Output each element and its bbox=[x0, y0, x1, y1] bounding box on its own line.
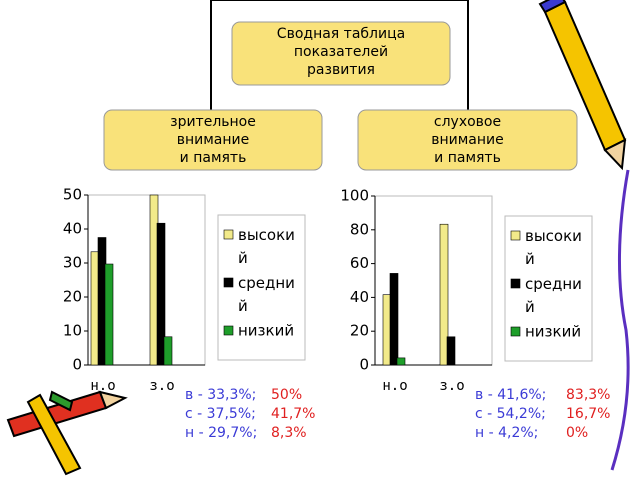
note-prefix: с - 37,5%; bbox=[185, 406, 256, 422]
y-tick-label: 20 bbox=[350, 322, 369, 340]
note-value: 41,7% bbox=[271, 406, 315, 422]
diagram-box bbox=[357, 109, 578, 171]
note-value: 0% bbox=[566, 425, 588, 441]
y-tick-label: 80 bbox=[350, 220, 369, 238]
bar bbox=[156, 222, 166, 366]
legend-label: средни й bbox=[238, 274, 295, 315]
legend-swatch bbox=[223, 229, 234, 240]
y-tick-label: 50 bbox=[63, 186, 82, 204]
note-value: 16,7% bbox=[566, 406, 610, 422]
box-text: зрительное bbox=[170, 114, 256, 130]
note-prefix: н - 29,7%; bbox=[185, 425, 257, 441]
pencils-left bbox=[6, 390, 128, 476]
legend-label: высоки й bbox=[238, 226, 295, 267]
x-tick-label: н.о bbox=[90, 378, 115, 394]
box-text: и память bbox=[180, 150, 247, 166]
y-tick-label: 20 bbox=[63, 288, 82, 306]
box-text: Сводная таблица bbox=[277, 26, 405, 42]
y-tick-label: 0 bbox=[72, 356, 82, 374]
bar bbox=[439, 223, 449, 366]
bar bbox=[446, 336, 456, 366]
diagram-box bbox=[103, 109, 323, 171]
box-text: и память bbox=[434, 150, 501, 166]
note-prefix: с - 54,2%; bbox=[475, 406, 546, 422]
y-tick-label: 60 bbox=[350, 254, 369, 272]
bar bbox=[163, 336, 173, 366]
bar bbox=[396, 357, 406, 366]
connector-frame bbox=[210, 0, 469, 112]
legend-label: средни й bbox=[525, 275, 582, 316]
note-prefix: в - 41,6%; bbox=[475, 387, 546, 403]
note-value: 83,3% bbox=[566, 387, 610, 403]
note-value: 8,3% bbox=[271, 425, 307, 441]
legend-swatch bbox=[223, 277, 234, 288]
legend-swatch bbox=[510, 326, 521, 337]
box-text: слуховое bbox=[434, 114, 501, 130]
box-text: внимание bbox=[177, 132, 250, 148]
legend-swatch bbox=[510, 278, 521, 289]
y-tick-label: 100 bbox=[340, 187, 369, 205]
bar bbox=[104, 263, 114, 366]
note-value: 50% bbox=[271, 387, 302, 403]
legend-label: высоки й bbox=[525, 227, 582, 268]
legend-label: низкий bbox=[525, 323, 581, 341]
x-tick-label: з.о bbox=[439, 378, 464, 394]
note-prefix: в - 33,3%; bbox=[185, 387, 256, 403]
x-tick-label: з.о bbox=[149, 378, 174, 394]
y-tick-label: 30 bbox=[63, 254, 82, 272]
y-tick-label: 10 bbox=[63, 322, 82, 340]
y-tick-label: 40 bbox=[63, 220, 82, 238]
box-text: показателей bbox=[294, 44, 388, 60]
box-text: развития bbox=[307, 62, 375, 78]
y-tick-label: 0 bbox=[359, 356, 369, 374]
box-text: внимание bbox=[431, 132, 504, 148]
pencil-right bbox=[538, 0, 630, 471]
y-tick-label: 40 bbox=[350, 288, 369, 306]
legend-swatch bbox=[223, 325, 234, 336]
legend-label: низкий bbox=[238, 322, 294, 340]
note-prefix: н - 4,2%; bbox=[475, 425, 538, 441]
diagram-box bbox=[231, 21, 451, 86]
legend-swatch bbox=[510, 230, 521, 241]
x-tick-label: н.о bbox=[382, 378, 407, 394]
bar bbox=[389, 273, 399, 366]
